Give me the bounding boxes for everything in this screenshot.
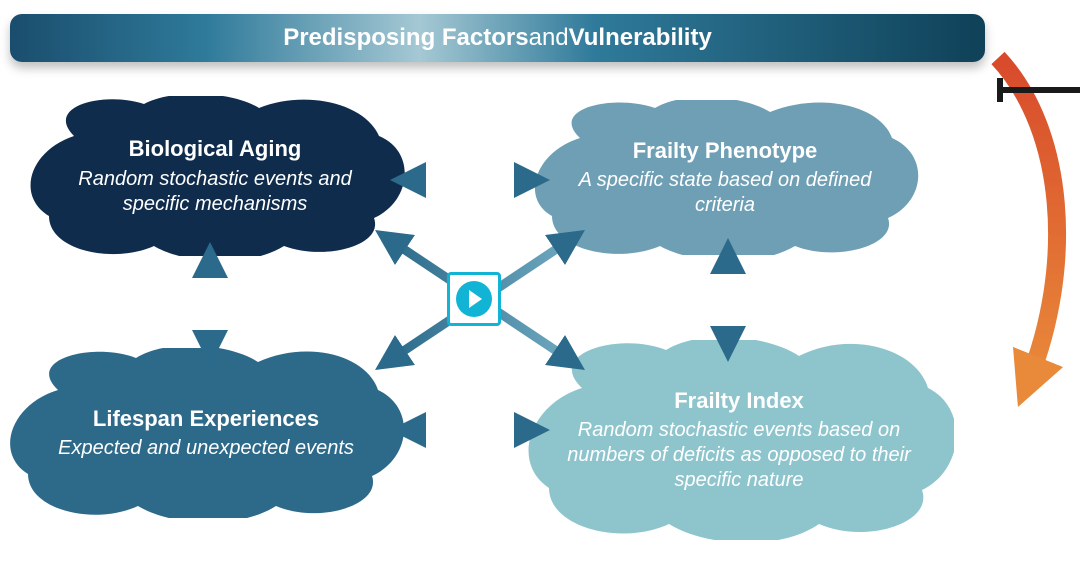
node-title: Lifespan Experiences	[58, 405, 354, 433]
node-frailty-index: Frailty Index Random stochastic events b…	[524, 340, 954, 540]
node-desc: A specific state based on defined criter…	[552, 168, 898, 218]
header-part-2: and	[529, 24, 569, 52]
side-orange-curve	[998, 58, 1057, 382]
node-lifespan-experiences: Lifespan Experiences Expected and unexpe…	[6, 348, 406, 518]
header-bar: Predisposing Factors and Vulnerability	[10, 14, 985, 62]
node-biological-aging: Biological Aging Random stochastic event…	[24, 96, 406, 256]
play-icon	[456, 281, 492, 317]
node-title: Biological Aging	[46, 135, 384, 163]
node-desc: Expected and unexpected events	[58, 436, 354, 461]
node-desc: Random stochastic events based on number…	[546, 418, 932, 493]
node-frailty-phenotype: Frailty Phenotype A specific state based…	[530, 100, 920, 255]
node-desc: Random stochastic events and specific me…	[46, 167, 384, 217]
header-part-3: Vulnerability	[569, 24, 712, 52]
play-button[interactable]	[447, 272, 501, 326]
header-part-1: Predisposing Factors	[283, 24, 528, 52]
node-title: Frailty Phenotype	[552, 137, 898, 165]
node-title: Frailty Index	[546, 387, 932, 415]
